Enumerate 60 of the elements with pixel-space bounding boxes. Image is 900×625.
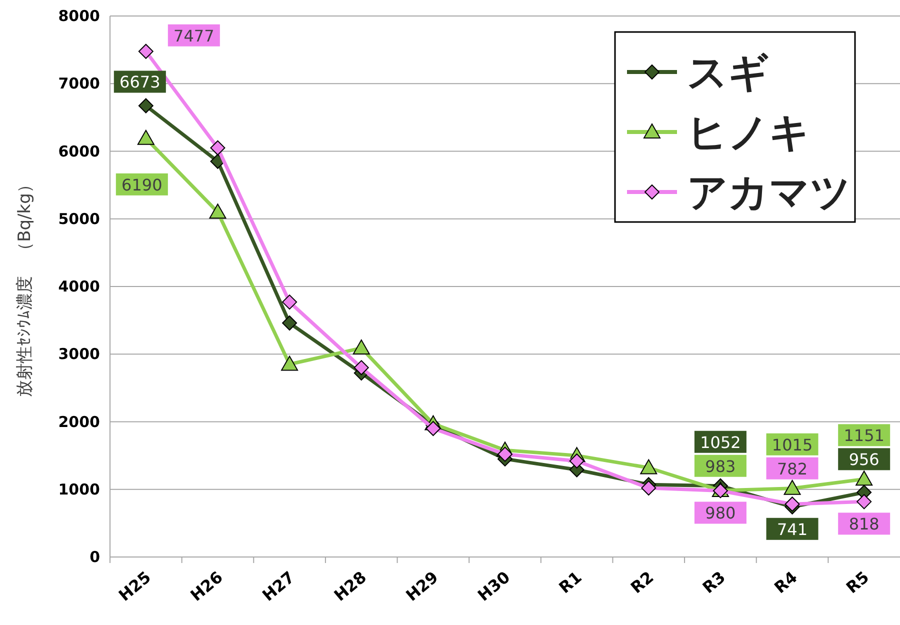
data-label: 7477 (174, 26, 214, 46)
x-tick-label: R1 (555, 568, 586, 598)
point (784, 480, 801, 495)
data-label: 1052 (700, 432, 741, 452)
legend-label: ヒノキ (687, 110, 810, 156)
point (569, 453, 584, 468)
y-tick-label: 4000 (58, 278, 100, 296)
data-label: 741 (777, 520, 808, 539)
point (856, 494, 872, 510)
x-tick-label: R4 (770, 568, 801, 598)
point (282, 316, 298, 331)
data-label: 983 (705, 456, 736, 476)
data-label: 6673 (120, 72, 160, 92)
point (641, 480, 656, 496)
y-tick-label: 7000 (58, 74, 100, 93)
point (426, 421, 441, 436)
data-label: 1151 (844, 426, 884, 446)
label: 7477 (168, 24, 220, 46)
data-label: 956 (848, 450, 880, 470)
point (856, 470, 873, 486)
x-tick-label: R2 (627, 568, 658, 598)
x-tick-label: R3 (698, 568, 730, 598)
y-axis-title: 放射性ｾｼｳﾑ濃度 （Bq/kg） (15, 176, 35, 397)
y-tick-label: 8000 (58, 7, 100, 25)
y-tick-label: 1000 (58, 480, 100, 498)
legend-label: スギ (687, 50, 769, 96)
point (282, 294, 298, 310)
point (209, 204, 226, 219)
data-label: 782 (777, 459, 808, 478)
label: 1052 (694, 430, 746, 453)
label: 956 (838, 448, 890, 470)
label: 741 (766, 518, 818, 540)
data-label: 6190 (122, 175, 162, 194)
label: 782 (766, 457, 818, 480)
y-tick-label: 5000 (58, 210, 100, 228)
point (498, 446, 512, 462)
label: 1151 (838, 424, 890, 446)
point (640, 459, 658, 474)
label: 983 (694, 454, 746, 477)
data-label: 818 (848, 514, 880, 534)
data-label: 980 (705, 504, 736, 523)
label: 1015 (766, 433, 818, 456)
x-tick-label: R5 (842, 568, 873, 598)
point (210, 140, 226, 156)
label: 6190 (116, 173, 168, 196)
label: 818 (838, 512, 890, 535)
y-tick-label: 3000 (58, 345, 100, 364)
point (352, 340, 370, 355)
y-tick-label: 0 (90, 548, 100, 566)
y-tick-label: 6000 (58, 142, 100, 160)
point (281, 356, 298, 371)
label: 980 (694, 502, 746, 524)
label: 6673 (114, 70, 166, 93)
point (138, 98, 154, 114)
legend-label: アカマツ (687, 170, 851, 216)
data-label: 1015 (772, 435, 813, 454)
point (354, 360, 369, 376)
point (137, 130, 154, 145)
y-tick-label: 2000 (58, 412, 100, 431)
point (138, 44, 154, 59)
